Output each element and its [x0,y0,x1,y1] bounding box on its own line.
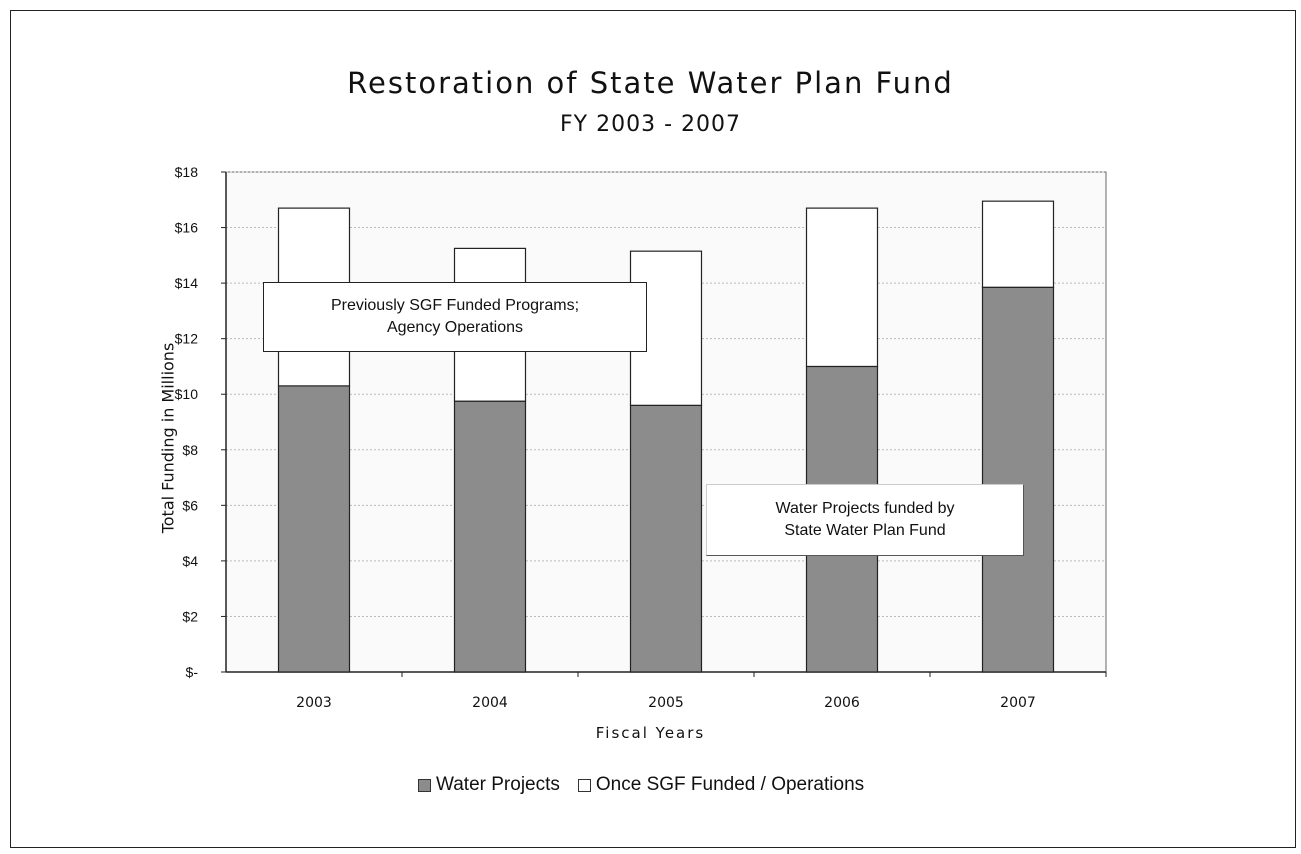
annotation-line: State Water Plan Fund [784,522,946,539]
x-tick-label: 2004 [472,695,508,711]
x-axis-label: Fiscal Years [595,724,706,742]
annotation-line: Previously SGF Funded Programs; [330,297,580,314]
legend-swatch-sgf [577,778,591,792]
legend-item-water: Water Projects [418,774,560,796]
y-tick-label: $16 [175,220,199,236]
chart-legend: Water Projects Once SGF Funded / Operati… [418,774,882,796]
x-tick-label: 2006 [824,695,860,711]
legend-label-sgf: Once SGF Funded / Operations [595,774,865,795]
annotation-sgf-programs: Previously SGF Funded Programs; Agency O… [263,282,647,352]
x-tick-label: 2005 [648,695,684,711]
bar-water-projects [453,400,527,673]
y-tick-label: $14 [175,275,199,291]
legend-label-water: Water Projects [436,774,560,795]
x-tick-label: 2003 [296,695,332,711]
y-tick-label: $2 [182,608,198,624]
annotation-water-projects: Water Projects funded by State Water Pla… [706,484,1024,556]
bar-water-projects [981,286,1055,673]
legend-swatch-water [418,778,431,792]
y-tick-label: $18 [175,164,199,180]
annotation-line: Water Projects funded by [775,500,955,517]
bar-water-projects [629,404,703,673]
y-tick-label: $12 [175,331,199,347]
legend-item-sgf: Once SGF Funded / Operations [577,774,865,796]
y-tick-label: $4 [182,553,198,569]
bar-sgf-operations [805,207,879,368]
y-tick-label: $6 [182,497,198,513]
x-tick-label: 2007 [1000,695,1036,711]
bar-sgf-operations [981,200,1055,288]
y-tick-label: $8 [182,442,198,458]
annotation-line: Agency Operations [386,319,524,336]
chart-title: Restoration of State Water Plan Fund [347,66,954,100]
bar-water-projects [277,385,351,673]
y-tick-label: $10 [175,386,199,402]
chart-subtitle: FY 2003 - 2007 [560,112,741,137]
y-tick-label: $- [186,664,199,680]
